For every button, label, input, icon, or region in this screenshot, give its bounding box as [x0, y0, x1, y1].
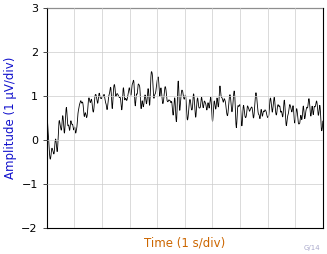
- Text: G/14: G/14: [304, 245, 320, 251]
- Y-axis label: Amplitude (1 µV/div): Amplitude (1 µV/div): [4, 57, 17, 179]
- X-axis label: Time (1 s/div): Time (1 s/div): [144, 237, 226, 250]
